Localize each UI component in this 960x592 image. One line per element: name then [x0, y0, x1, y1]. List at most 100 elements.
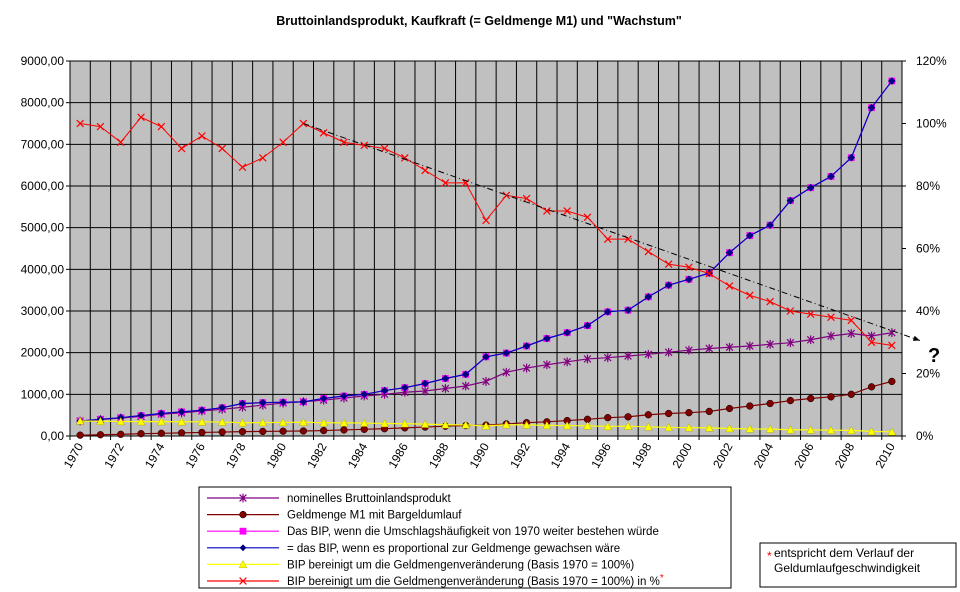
- data-point: [360, 418, 369, 427]
- series-gdp-adjusted-percent: [76, 113, 896, 350]
- data-point: [543, 360, 551, 370]
- data-point: [766, 297, 774, 306]
- data-point: [746, 402, 754, 410]
- data-point: [238, 418, 247, 427]
- data-point: [806, 310, 815, 318]
- data-point: [867, 338, 876, 347]
- data-point: [624, 413, 632, 421]
- data-point: [827, 172, 835, 181]
- x-tick-label: 2010: [872, 440, 898, 470]
- data-point: [806, 335, 815, 345]
- data-point: [725, 342, 734, 352]
- data-point: [319, 394, 328, 403]
- data-point: [258, 418, 268, 427]
- x-tick-label: 1976: [182, 440, 208, 470]
- data-point: [380, 419, 389, 428]
- legend-item: BIP bereinigt um die Geldmengenveränderu…: [207, 573, 664, 588]
- y-axis-left: 0,00 1000,00 2000,00 3000,00 4000,00 5000,00 6…: [21, 54, 70, 443]
- data-point: [664, 423, 673, 432]
- data-point: [320, 426, 328, 435]
- data-point: [685, 275, 693, 284]
- x-tick-label: 1988: [426, 440, 452, 470]
- data-point: [137, 411, 145, 420]
- series-gdp-proportional: [76, 77, 896, 425]
- data-point: [116, 138, 125, 147]
- legend-item: Geldmenge M1 mit Bargeldumlauf: [207, 510, 462, 522]
- data-point: [684, 423, 694, 432]
- note-text: entspricht dem Verlauf der Geldumlaufges…: [774, 546, 921, 575]
- data-point: [604, 414, 612, 422]
- x-tick-label: 2004: [751, 440, 777, 470]
- legend-item: BIP bereinigt um die Geldmengenveränderu…: [207, 559, 634, 571]
- data-point: [299, 427, 308, 435]
- y-tick-label: 5000,00: [21, 221, 65, 235]
- data-point: [725, 248, 734, 257]
- data-point: [705, 344, 714, 353]
- data-point: [562, 421, 572, 430]
- data-point: [786, 196, 795, 205]
- data-point: [75, 416, 85, 425]
- question-mark-annotation: ?: [928, 345, 940, 367]
- y2-tick-label: 60%: [916, 242, 940, 256]
- data-point: [583, 354, 592, 364]
- x-tick-label: 1998: [629, 440, 655, 470]
- data-point: [96, 431, 105, 439]
- data-point: [136, 417, 146, 426]
- data-point: [421, 166, 429, 175]
- data-point: [360, 390, 369, 399]
- data-point: [786, 307, 795, 315]
- data-point: [806, 425, 815, 434]
- data-point: [888, 328, 896, 338]
- x-tick-label: 1990: [467, 440, 493, 470]
- data-point: [725, 282, 734, 290]
- data-point: [563, 357, 571, 367]
- data-point: [623, 421, 633, 430]
- chart-title: Bruttoinlandsprodukt, Kaufkraft (= Geldm…: [276, 14, 682, 28]
- y2-tick-label: 120%: [916, 54, 947, 68]
- data-point: [502, 367, 511, 377]
- data-point: [603, 353, 612, 363]
- x-tick-label: 1978: [223, 440, 249, 470]
- data-point: [239, 510, 247, 519]
- plot-area: [69, 60, 903, 437]
- data-point: [239, 493, 247, 503]
- data-point: [827, 393, 835, 401]
- data-point: [502, 191, 511, 200]
- data-point: [522, 342, 531, 350]
- data-point: [157, 122, 166, 131]
- data-point: [218, 144, 227, 153]
- data-point: [827, 331, 835, 341]
- data-point: [644, 247, 653, 256]
- y-tick-label: 6000,00: [21, 179, 65, 193]
- data-point: [685, 263, 693, 272]
- data-point: [441, 374, 450, 383]
- data-point: [522, 420, 531, 429]
- data-point: [259, 427, 267, 436]
- data-point: [847, 329, 856, 338]
- x-tick-label: 2006: [791, 440, 817, 470]
- data-point: [177, 144, 186, 153]
- legend-label: nominelles Bruttoinlandsprodukt: [287, 493, 451, 505]
- data-point: [664, 409, 673, 418]
- data-point: [563, 328, 571, 337]
- data-point: [421, 386, 429, 396]
- data-point: [807, 394, 815, 403]
- x-tick-label: 1992: [507, 440, 533, 470]
- data-point: [644, 422, 653, 431]
- data-point: [664, 281, 673, 289]
- data-point: [239, 544, 247, 552]
- y-tick-label: 2000,00: [21, 346, 65, 360]
- series-lines: [75, 77, 897, 439]
- data-point: [239, 527, 247, 535]
- data-point: [420, 419, 430, 428]
- data-point: [218, 428, 226, 436]
- data-point: [340, 426, 348, 434]
- data-point: [644, 293, 653, 301]
- data-point: [806, 183, 815, 192]
- y-axis-right: 0% 20% 40% 60% 80% 100% 120%: [902, 54, 947, 443]
- data-point: [400, 419, 410, 428]
- data-point: [766, 399, 774, 408]
- note-box: [759, 542, 957, 588]
- data-point: [401, 383, 409, 392]
- data-point: [360, 425, 368, 433]
